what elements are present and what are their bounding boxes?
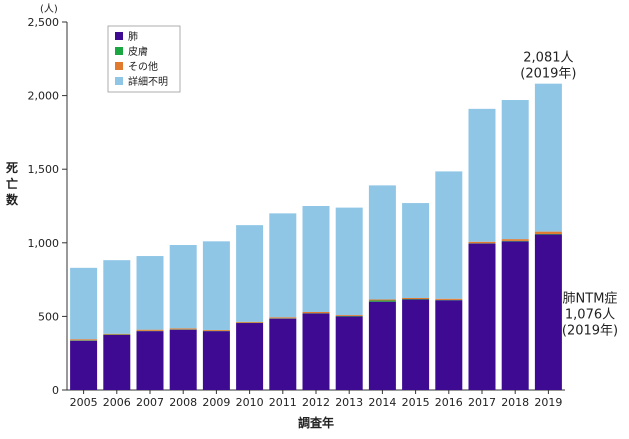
legend-swatch: [115, 77, 123, 85]
bar-segment: [269, 319, 296, 390]
bar-segment: [303, 312, 330, 313]
y-axis-unit: (人): [40, 3, 58, 15]
bar-segment: [170, 328, 197, 329]
bar-segment: [236, 322, 263, 323]
bar-segment: [369, 302, 396, 390]
y-axis-label-char: 数: [6, 192, 19, 207]
bar-segment: [435, 300, 462, 390]
x-tick-label: 2018: [501, 396, 529, 409]
legend-label: 皮膚: [128, 45, 148, 58]
x-tick-label: 2011: [269, 396, 297, 409]
bar-segment: [303, 313, 330, 390]
bar-segment: [369, 299, 396, 300]
bar-segment: [502, 239, 529, 241]
bar-segment: [103, 260, 130, 334]
x-tick-label: 2017: [468, 396, 496, 409]
x-tick-label: 2013: [335, 396, 363, 409]
bar-segment: [303, 206, 330, 312]
bar-segment: [269, 213, 296, 317]
bar-segment: [203, 241, 230, 330]
x-tick-label: 2010: [236, 396, 264, 409]
x-ticks-group: 2005 2006 2007 2008 2009 2010 2011 2012 2013 2014…: [70, 390, 563, 409]
bar-segment: [469, 242, 496, 243]
y-tick-label: 500: [38, 310, 59, 323]
y-axis-label: 死亡数: [6, 161, 19, 207]
bar-segment: [137, 330, 164, 331]
x-tick-label: 2005: [70, 396, 98, 409]
legend-swatch: [115, 62, 123, 70]
bar-segment: [402, 299, 429, 390]
bars-group: [70, 84, 562, 390]
bar-segment: [402, 298, 429, 299]
annotation-lung: 肺NTM症: [563, 291, 618, 306]
bar-segment: [236, 225, 263, 322]
bar-segment: [70, 339, 97, 340]
y-axis-label-char: 亡: [6, 176, 18, 191]
y-tick-label: 2,000: [28, 90, 60, 103]
bar-segment: [170, 245, 197, 328]
annotation-lung: 1,076人: [565, 307, 615, 322]
bar-segment: [70, 268, 97, 339]
bar-segment: [435, 171, 462, 298]
x-tick-label: 2007: [136, 396, 164, 409]
bar-segment: [137, 331, 164, 390]
bar-segment: [535, 84, 562, 232]
bar-segment: [336, 208, 363, 315]
bar-segment: [103, 334, 130, 335]
y-tick-label: 2,500: [28, 16, 60, 29]
legend-swatch: [115, 32, 123, 40]
legend-label: その他: [128, 60, 158, 73]
bar-segment: [369, 301, 396, 302]
x-tick-label: 2006: [103, 396, 131, 409]
y-tick-label: 1,000: [28, 237, 60, 250]
bar-segment: [269, 317, 296, 318]
y-ticks-group: 0 500 1,000 1,500 2,000 2,500: [28, 16, 68, 397]
legend-swatch: [115, 47, 123, 55]
y-tick-label: 0: [52, 384, 59, 397]
bar-segment: [70, 341, 97, 390]
bar-segment: [402, 203, 429, 298]
x-tick-label: 2016: [435, 396, 463, 409]
annotation-lung: (2019年): [562, 323, 618, 338]
y-tick-label: 1,500: [28, 163, 60, 176]
bar-segment: [137, 256, 164, 330]
bar-segment: [502, 241, 529, 390]
y-axis-label-char: 死: [6, 161, 18, 175]
bar-segment: [236, 323, 263, 390]
x-tick-label: 2009: [202, 396, 230, 409]
bar-segment: [502, 100, 529, 239]
bar-segment: [203, 331, 230, 390]
bar-segment: [103, 335, 130, 390]
annotation-total: 2,081人: [523, 51, 573, 66]
x-tick-label: 2019: [534, 396, 562, 409]
legend-label: 肺: [128, 31, 138, 43]
bar-segment: [435, 299, 462, 300]
bar-segment: [170, 330, 197, 390]
bar-segment: [203, 330, 230, 331]
x-tick-label: 2008: [169, 396, 197, 409]
x-tick-label: 2012: [302, 396, 330, 409]
bar-segment: [336, 315, 363, 316]
x-tick-label: 2015: [402, 396, 430, 409]
bar-segment: [535, 232, 562, 234]
bar-segment: [535, 234, 562, 390]
x-axis-label: 調査年: [298, 415, 334, 430]
bar-segment: [469, 244, 496, 390]
legend-label: 詳細不明: [128, 75, 168, 88]
bar-segment: [369, 185, 396, 299]
annotation-total: (2019年): [520, 67, 576, 82]
bar-segment: [336, 316, 363, 390]
bar-segment: [469, 109, 496, 242]
x-tick-label: 2014: [368, 396, 396, 409]
